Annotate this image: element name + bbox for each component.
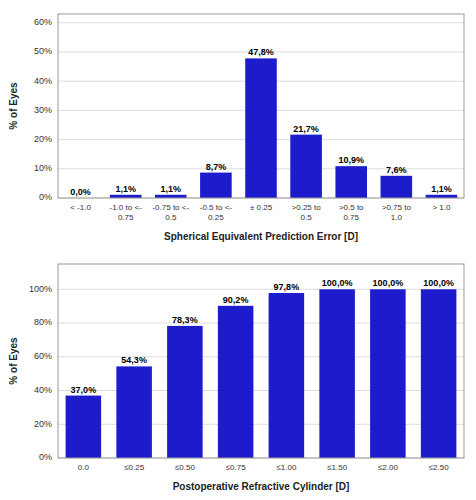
- data-label: 10,9%: [338, 155, 364, 165]
- x-tick-line: > 1.0: [432, 203, 451, 212]
- data-label: 1,1%: [431, 184, 452, 194]
- grid-line: [58, 22, 464, 23]
- subplot: 0% 10% 20% 30% 40% 50% 60% 0,0% 1,1% 1,1% 8,7% 47,8…: [8, 14, 464, 242]
- x-tick-label: ≤0.25: [124, 463, 145, 472]
- x-tick-label: -0.5 to <-0.25: [200, 203, 233, 222]
- data-label: 100,0%: [322, 278, 353, 288]
- x-tick-line: 0.5: [301, 213, 313, 222]
- y-tick-label: 10%: [34, 163, 52, 173]
- y-tick-label: 0%: [39, 452, 52, 462]
- x-tick-line: ≤0.25: [124, 463, 145, 472]
- x-tick-label: 0.0: [78, 463, 90, 472]
- x-tick-label: >0.5 to0.75: [339, 203, 364, 222]
- x-tick-label: -0.75 to <-0.5: [152, 203, 189, 222]
- x-tick-line: -0.75 to <-: [152, 203, 189, 212]
- y-tick-label: 0%: [39, 192, 52, 202]
- x-tick-line: -0.5 to <-: [200, 203, 233, 212]
- bar: [66, 396, 102, 458]
- x-tick-line: >0.75 to: [382, 203, 412, 212]
- data-label: 90,2%: [223, 295, 249, 305]
- x-tick-label: > 1.0: [432, 203, 451, 212]
- x-tick-label: ± 0.25: [250, 203, 273, 212]
- data-label: 7,6%: [386, 165, 407, 175]
- data-label: 0,0%: [70, 187, 91, 197]
- chart-root: 0% 10% 20% 30% 40% 50% 60% 0,0% 1,1% 1,1% 8,7% 47,8…: [0, 0, 476, 500]
- data-label: 78,3%: [172, 315, 198, 325]
- y-axis-label: % of Eyes: [8, 337, 19, 385]
- x-tick-line: >0.5 to: [339, 203, 364, 212]
- x-tick-line: >0.25 to: [292, 203, 322, 212]
- data-label: 21,7%: [293, 124, 319, 134]
- data-label: 1,1%: [115, 184, 136, 194]
- x-tick-label: -1.0 to <-0.75: [110, 203, 143, 222]
- x-tick-label: ≤0.50: [175, 463, 196, 472]
- bar: [218, 306, 254, 458]
- y-tick-label: 30%: [34, 105, 52, 115]
- y-tick-label: 100%: [29, 284, 52, 294]
- bar: [421, 289, 457, 458]
- x-tick-label: ≤2.50: [429, 463, 450, 472]
- x-tick-label: ≤1.50: [327, 463, 348, 472]
- data-label: 8,7%: [206, 162, 227, 172]
- y-tick-label: 80%: [34, 317, 52, 327]
- x-tick-line: 0.0: [78, 463, 90, 472]
- bar: [381, 176, 413, 198]
- y-tick-label: 40%: [34, 76, 52, 86]
- bar: [167, 326, 203, 458]
- x-tick-line: ≤1.00: [276, 463, 297, 472]
- page: {"chart_data": [ {"type": "bar", "catego…: [0, 0, 476, 500]
- x-axis-label: Postoperative Refractive Cylinder [D]: [173, 481, 350, 492]
- x-tick-line: 0.75: [118, 213, 134, 222]
- x-tick-label: ≤1.00: [276, 463, 297, 472]
- x-tick-line: ≤0.50: [175, 463, 196, 472]
- y-tick-label: 60%: [34, 17, 52, 27]
- y-tick-label: 40%: [34, 385, 52, 395]
- y-tick-label: 50%: [34, 46, 52, 56]
- data-label: 37,0%: [71, 385, 97, 395]
- x-tick-label: < -1.0: [70, 203, 91, 212]
- x-tick-line: -1.0 to <-: [110, 203, 143, 212]
- x-tick-line: ≤1.50: [327, 463, 348, 472]
- data-label: 97,8%: [274, 282, 300, 292]
- x-tick-label: >0.25 to0.5: [292, 203, 322, 222]
- x-tick-line: ≤2.50: [429, 463, 450, 472]
- x-tick-line: 0.75: [343, 213, 359, 222]
- bars: [110, 58, 457, 198]
- bars: [66, 289, 457, 458]
- x-axis-label: Spherical Equivalent Prediction Error [D…: [164, 231, 358, 242]
- plot-frame: [58, 264, 464, 458]
- bar: [319, 289, 355, 458]
- bar: [290, 135, 322, 198]
- x-tick-line: < -1.0: [70, 203, 91, 212]
- bar: [335, 166, 367, 198]
- bar: [200, 173, 232, 198]
- bar: [245, 58, 277, 198]
- x-tick-line: 0.25: [208, 213, 224, 222]
- y-axis-label: % of Eyes: [8, 82, 19, 130]
- x-tick-line: ± 0.25: [250, 203, 273, 212]
- x-tick-line: ≤0.75: [226, 463, 247, 472]
- data-label: 1,1%: [161, 184, 182, 194]
- x-tick-label: >0.75 to1.0: [382, 203, 412, 222]
- x-tick-line: ≤2.00: [378, 463, 399, 472]
- y-tick-label: 60%: [34, 351, 52, 361]
- data-label: 100,0%: [373, 278, 404, 288]
- x-tick-line: 0.5: [165, 213, 177, 222]
- bar: [116, 366, 152, 458]
- subplot: 0% 20% 40% 60% 80% 100% 37,0% 54,3% 78,3% 90,2% 97…: [8, 264, 464, 492]
- x-tick-label: ≤0.75: [226, 463, 247, 472]
- bar: [269, 293, 305, 458]
- x-tick-line: 1.0: [391, 213, 403, 222]
- y-tick-label: 20%: [34, 134, 52, 144]
- data-label: 54,3%: [121, 355, 147, 365]
- data-label: 100,0%: [423, 278, 454, 288]
- x-tick-label: ≤2.00: [378, 463, 399, 472]
- bar: [370, 289, 406, 458]
- y-tick-label: 20%: [34, 419, 52, 429]
- plot-frame: [58, 14, 464, 198]
- data-label: 47,8%: [248, 47, 274, 57]
